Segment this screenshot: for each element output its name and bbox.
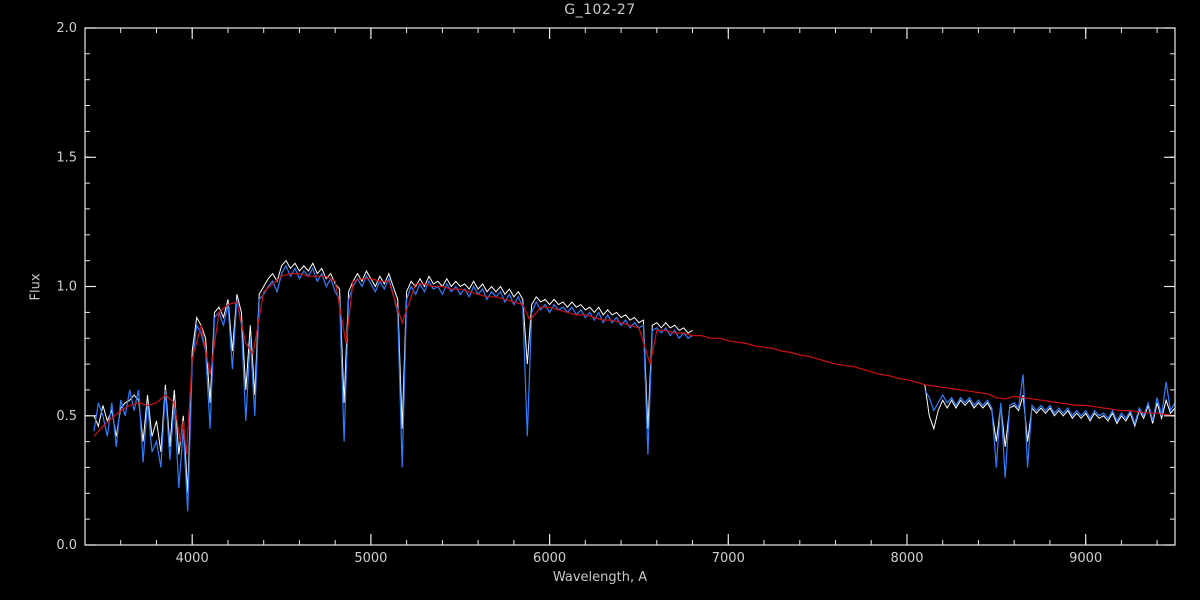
x-tick-label: 6000 [533,551,566,566]
observed-spectrum-raw-white [924,384,1176,447]
y-tick-label: 2.0 [56,21,77,36]
x-tick-label: 8000 [890,551,923,566]
x-tick-label: 7000 [712,551,745,566]
x-axis-label: Wavelength, A [552,570,648,585]
y-tick-label: 1.5 [56,150,77,165]
y-tick-label: 0.0 [56,538,77,553]
plot-frame [84,27,1176,546]
observed-spectrum-raw-white [93,259,693,494]
model-spectrum-red [93,273,1176,455]
observed-spectrum-blue [924,374,1176,478]
y-tick-label: 0.5 [56,409,77,424]
plot-title: G_102-27 [564,2,636,18]
x-tick-label: 9000 [1069,551,1102,566]
observed-spectrum-blue [93,264,693,512]
y-tick-label: 1.0 [56,280,77,295]
x-tick-label: 4000 [176,551,209,566]
y-axis-label: Flux [28,273,44,301]
x-tick-label: 5000 [354,551,387,566]
